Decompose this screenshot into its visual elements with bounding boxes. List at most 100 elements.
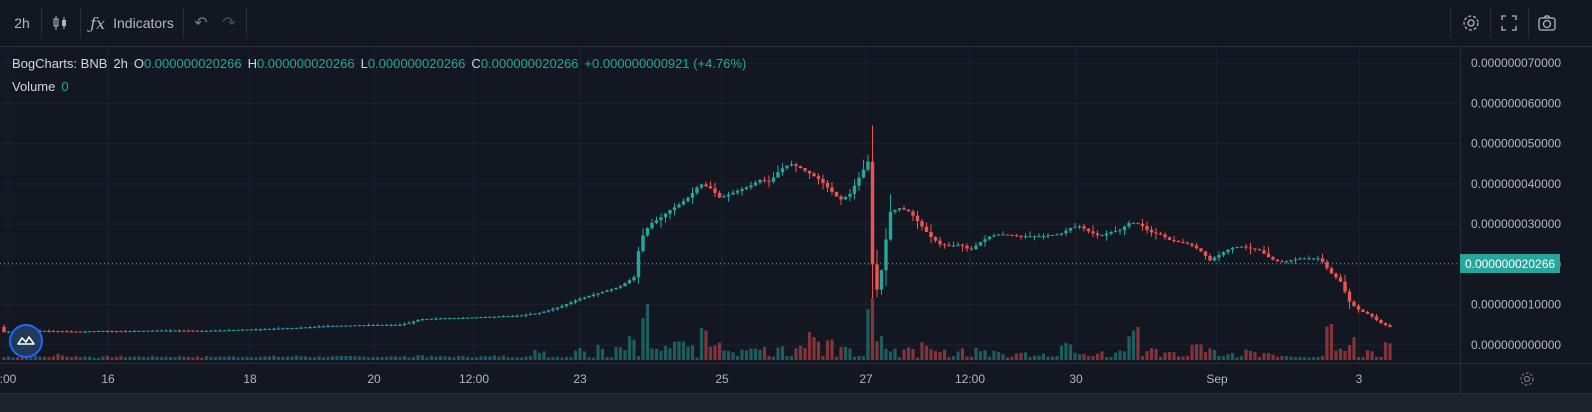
candle-body xyxy=(690,192,695,198)
candle-body xyxy=(618,286,623,288)
tradingview-logo[interactable] xyxy=(9,324,43,358)
candle-body xyxy=(1154,232,1158,234)
volume-bar xyxy=(1005,357,1010,360)
candle-body xyxy=(969,248,974,250)
volume-bar xyxy=(758,349,762,360)
volume-bar xyxy=(960,348,965,360)
volume-bar xyxy=(888,351,893,360)
volume-bar xyxy=(204,356,209,360)
candle-body xyxy=(384,324,389,326)
volume-bar xyxy=(294,355,299,360)
volume-bar xyxy=(1329,323,1334,360)
volume-bar xyxy=(1298,356,1302,360)
candle-body xyxy=(924,226,929,232)
volume-bar xyxy=(231,356,236,360)
volume-bar xyxy=(200,357,204,360)
candle-body xyxy=(1127,222,1131,227)
volume-bar xyxy=(915,357,920,360)
indicators-button[interactable]: ƒx Indicators xyxy=(86,0,178,46)
volume-label[interactable]: Volume xyxy=(12,79,56,94)
time-tick-label: 25 xyxy=(715,372,729,386)
price-chart[interactable] xyxy=(0,47,1460,363)
candle-body xyxy=(474,317,479,319)
candle-body xyxy=(483,316,488,318)
candle-body xyxy=(168,330,173,332)
volume-bar xyxy=(1167,351,1172,360)
snapshot-button[interactable] xyxy=(1532,0,1562,46)
candle-body xyxy=(906,209,911,212)
volume-bar xyxy=(105,355,110,360)
volume-bar xyxy=(704,330,708,360)
chart-type-button[interactable] xyxy=(44,0,76,46)
candle-body xyxy=(803,168,807,171)
candle-body xyxy=(1095,233,1100,236)
time-axis[interactable]: :00 16 18 20 12:00 23 25 27 12:00 30 Sep 3 xyxy=(0,363,1460,394)
price-axis[interactable]: 0.000000070000 0.000000060000 0.0000000500… xyxy=(1460,47,1592,363)
candle-body xyxy=(1239,246,1244,248)
volume-bar xyxy=(443,356,447,360)
time-tick-label: 16 xyxy=(101,372,115,386)
candle-body xyxy=(398,324,402,326)
volume-bar xyxy=(465,357,470,360)
volume-bar xyxy=(11,357,15,360)
volume-bar xyxy=(227,356,231,360)
candle-body xyxy=(200,330,204,332)
axis-settings-button[interactable] xyxy=(1460,363,1592,394)
volume-bar xyxy=(1095,353,1100,360)
volume-bar xyxy=(506,357,510,360)
volume-bar xyxy=(1023,352,1028,360)
candle-body xyxy=(1356,305,1361,310)
candle-body xyxy=(119,331,123,333)
candle-body xyxy=(771,177,776,182)
candle-body xyxy=(1176,241,1181,243)
volume-bar xyxy=(272,355,276,360)
candle-body xyxy=(555,307,560,309)
volume-bar xyxy=(375,356,380,360)
redo-button[interactable]: ↷ xyxy=(216,0,242,46)
candle-body xyxy=(281,328,285,330)
volume-bar xyxy=(60,355,65,360)
candle-body xyxy=(416,319,420,322)
volume-bar xyxy=(479,356,483,360)
candle-body xyxy=(587,295,591,298)
candle-body xyxy=(744,187,749,190)
volume-bar xyxy=(1104,357,1109,360)
candle-body xyxy=(222,330,227,332)
redo-icon: ↷ xyxy=(222,15,236,32)
volume-bar xyxy=(159,357,164,360)
candle-body xyxy=(830,187,834,192)
candle-body xyxy=(132,331,137,333)
candle-body xyxy=(1167,237,1172,240)
open-value: 0.000000020266 xyxy=(143,56,242,71)
candle-body xyxy=(740,189,744,191)
volume-bar xyxy=(1010,356,1014,360)
fullscreen-button[interactable] xyxy=(1494,0,1524,46)
candle-body xyxy=(542,311,546,313)
candle-body xyxy=(731,192,735,195)
candle-body xyxy=(1082,226,1086,229)
candle-body xyxy=(1185,242,1190,244)
undo-button[interactable]: ↶ xyxy=(188,0,214,46)
candle-body xyxy=(285,328,290,330)
candle-body xyxy=(258,329,263,331)
camera-icon xyxy=(1538,15,1556,31)
candle-body xyxy=(425,318,429,320)
candle-body xyxy=(294,327,299,329)
candle-body xyxy=(114,331,119,333)
volume-bar xyxy=(668,348,672,360)
volume-bar xyxy=(1293,357,1298,360)
volume-bar xyxy=(866,309,870,360)
volume-bar xyxy=(321,357,326,360)
settings-button[interactable] xyxy=(1456,0,1486,46)
volume-bar xyxy=(74,356,78,360)
volume-bar xyxy=(1320,355,1325,360)
volume-bar xyxy=(150,355,155,360)
volume-bar xyxy=(812,336,816,360)
candle-body xyxy=(366,325,371,327)
interval-button[interactable]: 2h xyxy=(4,0,40,46)
candle-body xyxy=(996,234,1001,236)
toolbar-divider xyxy=(1528,8,1529,38)
fullscreen-icon xyxy=(1501,15,1517,31)
candle-body xyxy=(6,331,11,333)
symbol-name[interactable]: BogCharts: BNB xyxy=(12,56,108,71)
